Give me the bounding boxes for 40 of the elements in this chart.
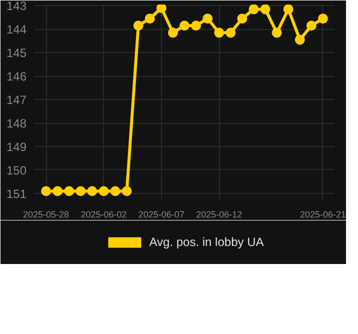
x-tick-label: 2025-06-21 — [300, 210, 346, 220]
point — [272, 28, 282, 38]
point — [52, 186, 63, 196]
point — [306, 20, 316, 31]
y-tick-label: 147 — [6, 93, 27, 108]
y-tick-label: 149 — [6, 140, 27, 154]
x-tick-label: 2025-05-28 — [23, 210, 70, 220]
point — [76, 186, 86, 196]
y-tick-label: 143 — [6, 0, 27, 14]
legend-label: Avg. pos. in lobby UA — [149, 235, 264, 249]
point — [168, 28, 178, 38]
x-tick-label: 2025-06-02 — [80, 210, 127, 220]
y-tick-label: 150 — [6, 163, 27, 178]
y-tick-label: 146 — [6, 70, 27, 84]
point — [318, 14, 328, 24]
point — [294, 34, 305, 45]
point — [202, 14, 213, 24]
point — [110, 186, 120, 196]
y-tick-label: 151 — [6, 186, 27, 201]
point — [122, 186, 132, 196]
point — [41, 186, 52, 196]
y-tick-label: 144 — [6, 22, 27, 37]
point — [214, 28, 224, 38]
point — [144, 14, 155, 24]
point — [64, 186, 74, 196]
y-tick-label: 145 — [6, 46, 27, 60]
x-tick-label: 2025-06-07 — [138, 210, 184, 220]
x-tick-label: 2025-06-12 — [196, 210, 242, 220]
point — [156, 4, 166, 14]
y-tick-label: 148 — [6, 116, 27, 131]
point — [191, 20, 202, 31]
point — [237, 14, 248, 24]
point — [248, 4, 259, 14]
point — [133, 20, 144, 31]
point — [260, 4, 270, 14]
point — [226, 28, 236, 38]
point — [283, 4, 294, 14]
point — [98, 186, 109, 196]
point — [180, 20, 190, 31]
point — [87, 186, 98, 196]
